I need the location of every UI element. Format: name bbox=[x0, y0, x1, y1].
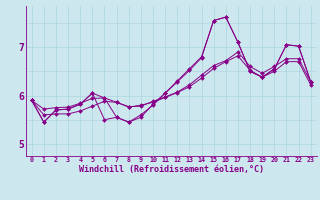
X-axis label: Windchill (Refroidissement éolien,°C): Windchill (Refroidissement éolien,°C) bbox=[79, 165, 264, 174]
